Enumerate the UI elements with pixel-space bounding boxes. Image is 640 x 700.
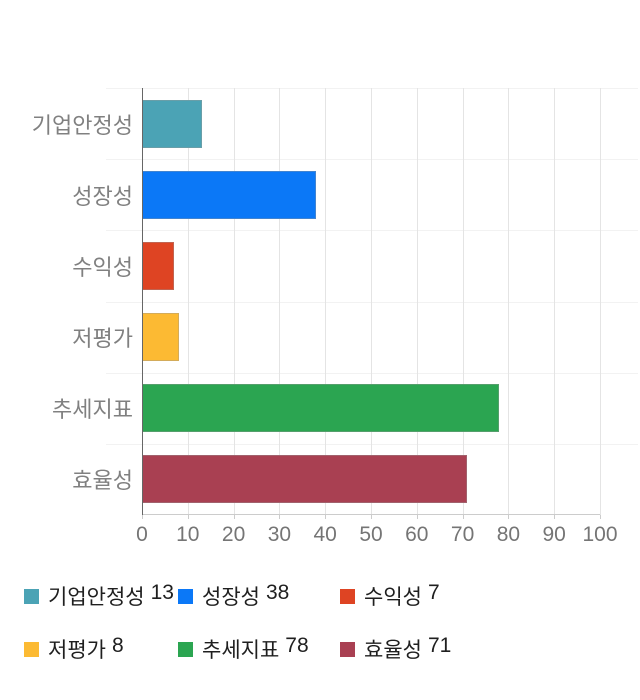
row-separator — [106, 159, 638, 161]
axis-tick — [279, 515, 281, 519]
legend-item-growth[interactable]: 성장성 38 — [178, 581, 290, 609]
chart-row: 저평가 — [72, 302, 600, 373]
y-label-trend-indicator: 추세지표 — [52, 397, 133, 423]
legend-label: 성장성 38 — [202, 581, 290, 609]
gridline — [508, 88, 510, 515]
y-label-stability: 기업안정성 — [31, 112, 133, 138]
legend-label: 추세지표 78 — [202, 634, 309, 662]
x-tick-label: 50 — [359, 523, 383, 546]
legend-label: 효율성 71 — [364, 634, 452, 662]
chart-row: 추세지표 — [52, 373, 600, 444]
bar-profitability[interactable] — [142, 241, 175, 290]
chart-row: 기업안정성 — [32, 88, 600, 159]
row-separator — [106, 301, 638, 303]
axis-tick — [600, 515, 601, 519]
axis-tick — [142, 515, 143, 519]
gridline — [187, 88, 189, 515]
legend-swatch-red-icon — [340, 588, 355, 604]
y-label-efficiency: 효율성 — [72, 468, 133, 494]
axis-tick — [233, 515, 235, 519]
axis-tick — [462, 515, 464, 519]
legend-label: 기업안정성 13 — [48, 581, 174, 609]
y-label-profitability: 수익성 — [72, 254, 133, 280]
legend-label: 저평가 8 — [48, 634, 124, 662]
axis-tick — [508, 515, 510, 519]
legend-swatch-teal-icon — [24, 588, 39, 604]
y-label-undervaluation: 저평가 — [72, 326, 133, 352]
bar-stability[interactable] — [142, 99, 202, 148]
gridline — [279, 88, 281, 515]
legend-item-undervaluation[interactable]: 저평가 8 — [24, 634, 124, 662]
legend-swatch-amber-icon — [24, 641, 39, 657]
row-separator — [106, 443, 638, 445]
axis-tick — [554, 515, 556, 519]
gridline — [371, 88, 372, 515]
x-axis-line — [142, 514, 600, 515]
x-tick-label: 90 — [542, 523, 566, 546]
axis-tick — [416, 515, 418, 519]
legend-item-efficiency[interactable]: 효율성 71 — [340, 634, 452, 662]
legend-label: 수익성 7 — [364, 581, 440, 609]
legend-swatch-green-icon — [178, 641, 193, 657]
x-tick-label: 80 — [496, 523, 521, 546]
gridline — [554, 88, 556, 515]
bar-undervaluation[interactable] — [142, 313, 179, 362]
chart-row: 성장성 — [72, 159, 600, 230]
x-axis-ticks: 0 10 20 30 40 50 60 70 80 90 100 — [136, 515, 618, 561]
x-tick-label: 60 — [405, 523, 429, 546]
x-tick-label: 40 — [313, 523, 337, 546]
x-tick-label: 70 — [450, 523, 475, 546]
x-tick-label: 0 — [136, 523, 148, 546]
x-tick-label: 20 — [221, 523, 246, 546]
legend-swatch-maroon-icon — [340, 641, 355, 657]
legend-swatch-blue-icon — [178, 588, 193, 604]
gridline — [325, 88, 327, 515]
chart-row: 효율성 — [72, 444, 600, 515]
x-tick-label: 100 — [582, 523, 618, 546]
legend-item-trend-indicator[interactable]: 추세지표 78 — [178, 634, 309, 662]
gridline — [416, 88, 418, 515]
row-separator — [106, 230, 638, 232]
x-tick-label: 30 — [267, 523, 292, 546]
bar-efficiency[interactable] — [142, 455, 468, 504]
bar-growth[interactable] — [142, 170, 317, 219]
y-axis-line — [142, 88, 143, 515]
x-tick-label: 10 — [176, 523, 200, 546]
axis-tick — [371, 515, 372, 519]
gridline — [600, 88, 601, 515]
axis-tick — [187, 515, 189, 519]
chart-row: 수익성 — [72, 230, 600, 301]
plot-area: 기업안정성 성장성 수익성 저평가 추세지표 효율성 0 10 20 30 40 50 60… — [32, 88, 638, 546]
gridline — [233, 88, 235, 515]
bar-trend-indicator[interactable] — [142, 384, 500, 433]
axis-tick — [325, 515, 327, 519]
legend-item-profitability[interactable]: 수익성 7 — [340, 581, 440, 609]
row-separator — [106, 372, 638, 374]
gridline — [462, 88, 464, 515]
row-separator — [106, 88, 638, 89]
y-label-growth: 성장성 — [72, 183, 133, 209]
legend-item-stability[interactable]: 기업안정성 13 — [24, 581, 174, 609]
